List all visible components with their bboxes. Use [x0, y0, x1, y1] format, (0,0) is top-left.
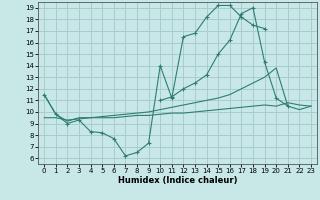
X-axis label: Humidex (Indice chaleur): Humidex (Indice chaleur)	[118, 176, 237, 185]
